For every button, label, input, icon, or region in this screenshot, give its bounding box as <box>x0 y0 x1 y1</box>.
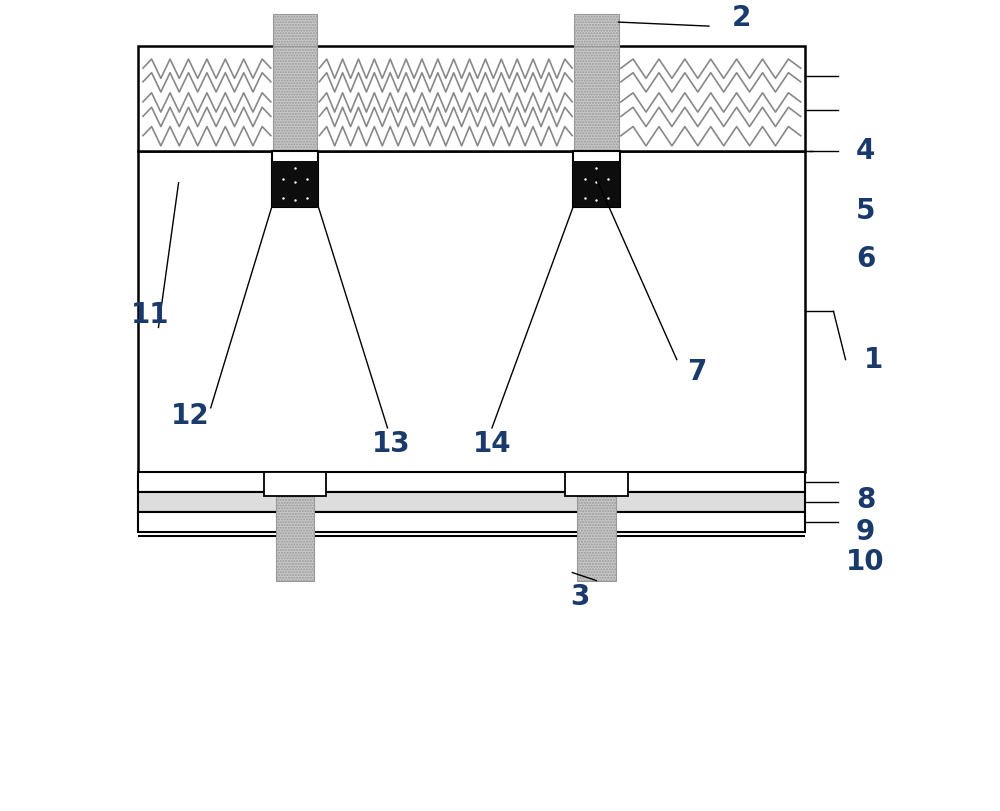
Text: 2: 2 <box>731 4 751 32</box>
Text: 13: 13 <box>372 430 411 458</box>
Bar <box>138 46 805 151</box>
Bar <box>264 472 326 496</box>
Text: 8: 8 <box>856 487 875 514</box>
Bar <box>276 472 314 581</box>
Bar <box>273 14 317 46</box>
Text: 6: 6 <box>856 245 875 273</box>
Text: 7: 7 <box>687 358 707 386</box>
Bar <box>138 513 805 532</box>
Text: 4: 4 <box>856 137 875 165</box>
Text: 12: 12 <box>171 402 210 430</box>
Text: 5: 5 <box>856 197 875 225</box>
Bar <box>574 46 619 151</box>
Text: 9: 9 <box>856 518 875 547</box>
Text: 3: 3 <box>571 582 590 611</box>
Bar <box>272 161 318 207</box>
Bar <box>273 46 317 151</box>
Bar <box>138 151 805 472</box>
Bar <box>272 151 318 207</box>
Text: 1: 1 <box>864 345 883 374</box>
Bar <box>573 161 620 207</box>
Bar <box>573 151 620 207</box>
Bar <box>138 472 805 492</box>
Bar <box>138 492 805 513</box>
Text: 10: 10 <box>846 548 885 576</box>
Bar <box>574 14 619 46</box>
Text: 14: 14 <box>473 430 511 458</box>
Bar <box>577 472 616 581</box>
Text: 11: 11 <box>131 302 170 329</box>
Bar <box>565 472 628 496</box>
